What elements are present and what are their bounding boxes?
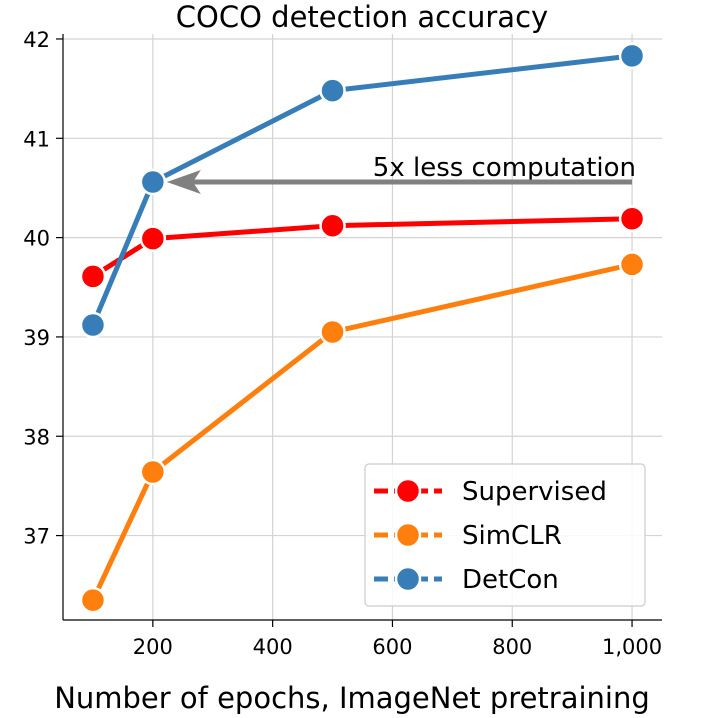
- legend-swatch-marker: [394, 521, 422, 549]
- x-ticks: 200 400 600 800 1,000: [133, 620, 662, 659]
- annotation-arrow-head: [166, 169, 201, 194]
- y-tick-label: 40: [23, 227, 50, 251]
- legend-swatch-marker: [394, 565, 422, 593]
- y-tick-label: 41: [23, 127, 50, 151]
- legend-box: [364, 463, 646, 607]
- series-simclr: [79, 251, 646, 614]
- x-tick-label: 600: [372, 635, 412, 659]
- data-point: [618, 251, 646, 278]
- legend-entry: SimCLR: [374, 521, 562, 551]
- data-point: [139, 225, 167, 252]
- chart-title: COCO detection accuracy: [176, 0, 548, 34]
- data-point: [319, 77, 346, 104]
- legend: Supervised SimCLR DetCon: [364, 463, 646, 607]
- y-tick-label: 39: [23, 326, 50, 350]
- data-point: [79, 311, 107, 339]
- data-point: [139, 458, 167, 486]
- series-line: [90, 261, 633, 602]
- x-axis-label: Number of epochs, ImageNet pretraining: [54, 681, 650, 715]
- series-line: [90, 53, 633, 326]
- legend-entry: Supervised: [374, 477, 607, 507]
- data-point: [319, 212, 346, 239]
- legend-entry: DetCon: [374, 565, 559, 595]
- y-tick-label: 37: [23, 525, 50, 549]
- data-point: [618, 42, 646, 70]
- series-lines: [79, 42, 646, 614]
- annotation-text: 5x less computation: [373, 153, 636, 183]
- legend-label: Supervised: [462, 477, 607, 507]
- annotation: 5x less computation: [166, 153, 636, 194]
- data-point: [79, 263, 107, 290]
- series-detcon: [79, 42, 646, 339]
- legend-label: SimCLR: [462, 521, 562, 551]
- legend-swatch-marker: [394, 477, 422, 505]
- x-tick-label: 1,000: [602, 635, 662, 659]
- data-point: [139, 168, 167, 196]
- grid: [63, 34, 662, 620]
- x-tick-label: 200: [133, 635, 173, 659]
- y-tick-label: 38: [23, 425, 50, 449]
- series-supervised: [79, 205, 646, 290]
- data-point: [319, 318, 346, 346]
- x-tick-label: 400: [253, 635, 293, 659]
- series-line: [91, 216, 633, 279]
- data-point: [618, 205, 646, 232]
- y-tick-label: 42: [23, 28, 50, 52]
- axes: [62, 34, 662, 621]
- legend-label: DetCon: [462, 565, 559, 595]
- data-point: [79, 586, 107, 614]
- y-ticks: 37 38 39 40 41 42: [23, 28, 63, 549]
- x-tick-label: 800: [492, 635, 532, 659]
